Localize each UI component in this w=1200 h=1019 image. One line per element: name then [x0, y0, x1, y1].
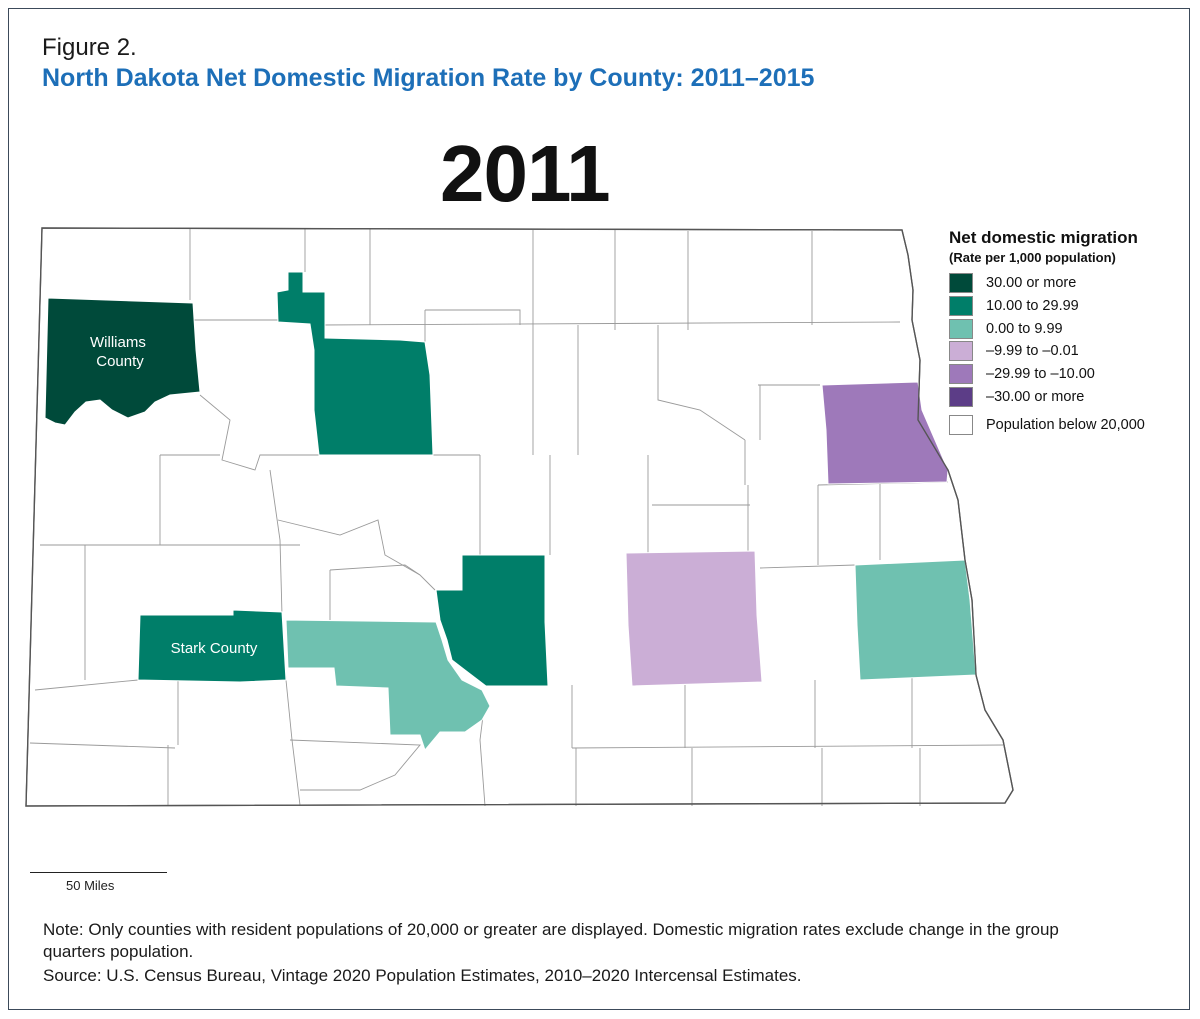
legend-swatch: [949, 296, 973, 317]
legend-item: –30.00 or more: [949, 385, 1145, 408]
county-ward[interactable]: [276, 271, 434, 456]
figure-title: North Dakota Net Domestic Migration Rate…: [42, 64, 815, 92]
legend-item: Population below 20,000: [949, 414, 1145, 437]
legend-swatch: [949, 341, 973, 362]
map-legend: Net domestic migration (Rate per 1,000 p…: [949, 228, 1145, 437]
legend-swatch: [949, 318, 973, 339]
county-stutsman[interactable]: [625, 550, 763, 687]
figure-label: Figure 2.: [42, 34, 137, 61]
figure-note: Note: Only counties with resident popula…: [43, 920, 1059, 961]
county-morton[interactable]: [285, 619, 491, 752]
state-border: [25, 227, 1014, 807]
scale-bar: [30, 872, 167, 873]
legend-label: Population below 20,000: [986, 417, 1145, 434]
legend-label: –29.99 to –10.00: [986, 366, 1095, 383]
county-boundaries: [29, 228, 1004, 807]
county-burleigh[interactable]: [435, 554, 549, 687]
williams-label-line-2: County: [96, 353, 144, 370]
legend-item: 30.00 or more: [949, 272, 1145, 295]
county-cass[interactable]: [854, 559, 977, 681]
figure-frame: [8, 8, 1190, 1010]
williams-county-label: Williams County: [90, 334, 150, 370]
legend-label: –9.99 to –0.01: [986, 343, 1079, 360]
scale-label: 50 Miles: [66, 878, 115, 893]
legend-title: Net domestic migration: [949, 228, 1138, 247]
legend-swatch: [949, 386, 973, 407]
legend-item: 0.00 to 9.99: [949, 317, 1145, 340]
legend-subtitle: (Rate per 1,000 population): [949, 250, 1116, 265]
legend-label: 30.00 or more: [986, 275, 1077, 292]
county-williams[interactable]: Williams County: [44, 297, 201, 426]
county-stark[interactable]: Stark County: [137, 609, 287, 683]
williams-label-line-1: Williams: [90, 334, 146, 351]
legend-swatch: [949, 273, 973, 294]
legend-item: 10.00 to 29.99: [949, 295, 1145, 318]
legend-item: –29.99 to –10.00: [949, 363, 1145, 386]
legend-label: 0.00 to 9.99: [986, 320, 1063, 337]
legend-label: 10.00 to 29.99: [986, 298, 1079, 315]
legend-swatch: [949, 364, 973, 385]
figure-source: Source: U.S. Census Bureau, Vintage 2020…: [43, 966, 802, 985]
legend-items: 30.00 or more 10.00 to 29.99 0.00 to 9.99 –…: [949, 272, 1145, 437]
year-heading: 2011: [440, 129, 611, 218]
legend-swatch: [949, 415, 973, 436]
county-grand-forks[interactable]: [821, 381, 949, 485]
legend-label: –30.00 or more: [986, 388, 1085, 405]
legend-item: –9.99 to –0.01: [949, 340, 1145, 363]
stark-county-label: Stark County: [171, 640, 258, 657]
